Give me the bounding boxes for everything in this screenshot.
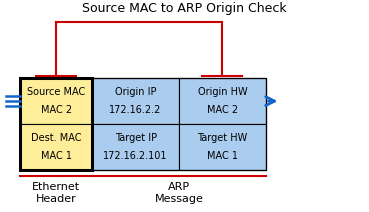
Bar: [92, 124, 179, 170]
Bar: [20, 124, 92, 170]
Bar: [179, 124, 266, 170]
Bar: [20, 78, 92, 124]
Text: Ethernet
Header: Ethernet Header: [32, 182, 80, 204]
Text: MAC 2: MAC 2: [41, 105, 72, 115]
Text: Target IP: Target IP: [114, 133, 157, 143]
Text: Source MAC to ARP Origin Check: Source MAC to ARP Origin Check: [82, 2, 287, 15]
Bar: [179, 78, 266, 124]
Text: 172.16.2.101: 172.16.2.101: [103, 151, 168, 161]
Text: Origin HW: Origin HW: [197, 87, 247, 97]
Text: ARP
Message: ARP Message: [155, 182, 203, 204]
Text: MAC 2: MAC 2: [207, 105, 238, 115]
Text: MAC 1: MAC 1: [41, 151, 72, 161]
Text: Dest. MAC: Dest. MAC: [31, 133, 82, 143]
Text: Origin IP: Origin IP: [115, 87, 156, 97]
Bar: [92, 78, 179, 124]
Text: Target HW: Target HW: [197, 133, 248, 143]
Text: MAC 1: MAC 1: [207, 151, 238, 161]
Bar: [92, 78, 266, 170]
Bar: [20, 78, 92, 170]
Text: Source MAC: Source MAC: [27, 87, 85, 97]
Text: 172.16.2.2: 172.16.2.2: [110, 105, 162, 115]
